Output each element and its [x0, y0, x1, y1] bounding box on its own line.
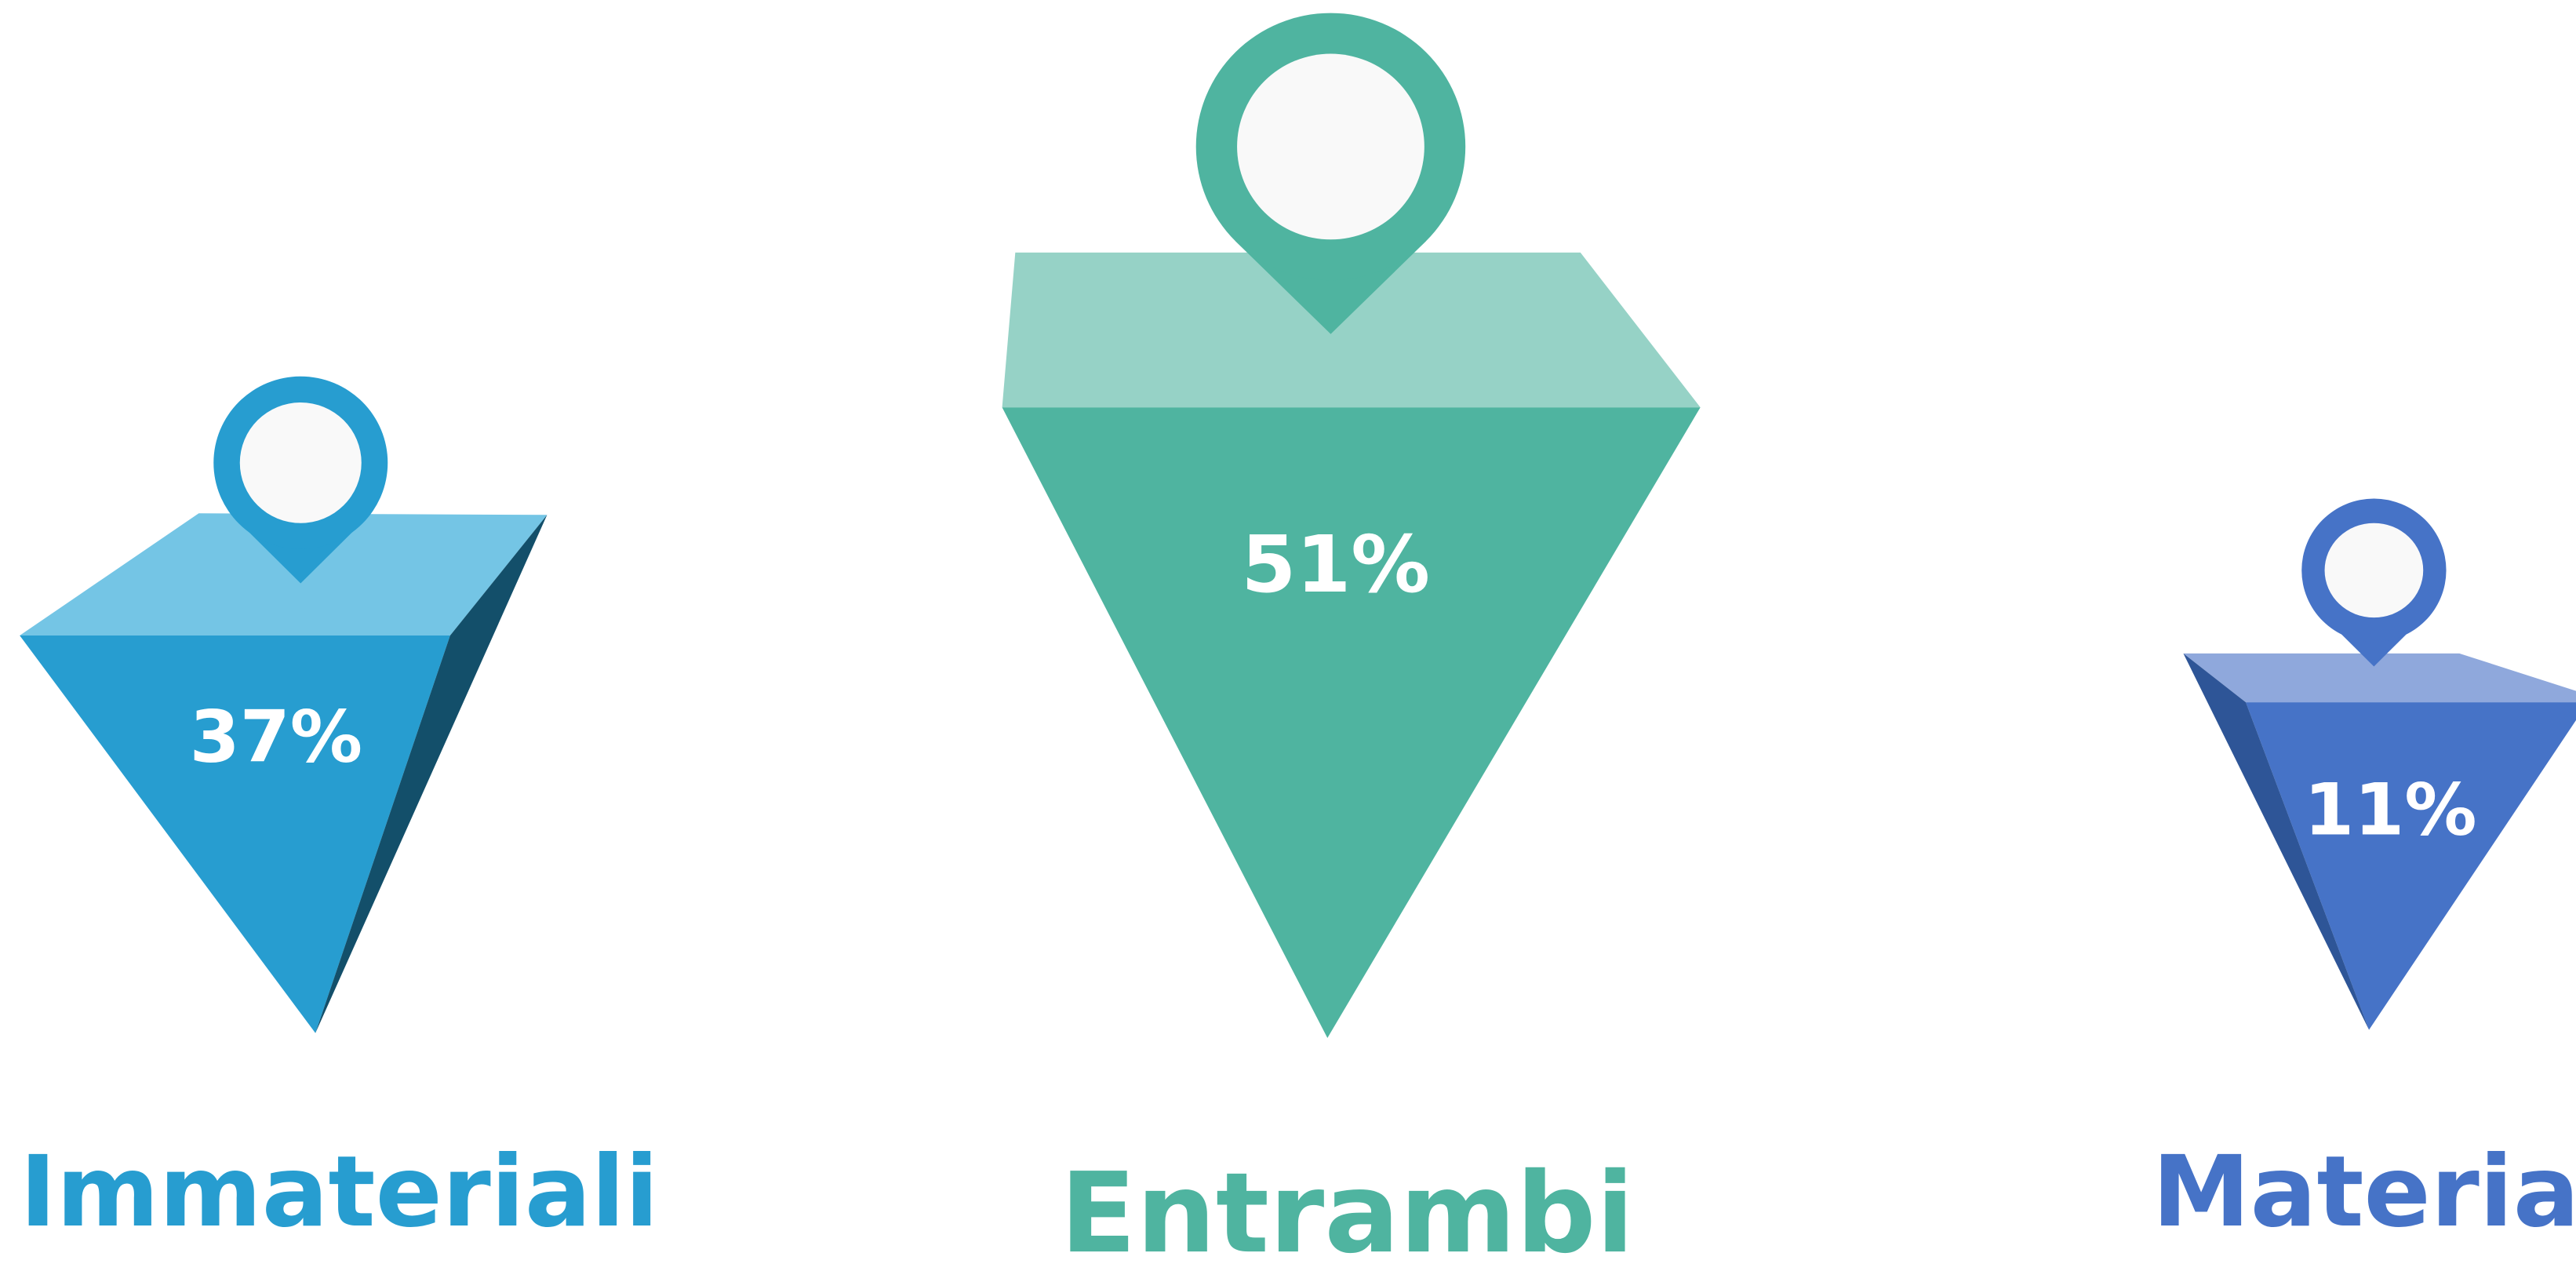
percent: 37% — [190, 695, 363, 779]
label: Immateriali — [20, 1134, 659, 1248]
front-face — [20, 636, 450, 1033]
pin-hole — [239, 402, 362, 523]
percent: 11% — [2304, 768, 2477, 852]
label: Entrambi — [1060, 1149, 1634, 1271]
front-face — [1002, 407, 1701, 1038]
front-face — [2246, 702, 2576, 1030]
pin-hole — [1237, 53, 1424, 240]
top-face — [1002, 252, 1701, 408]
percent: 51% — [1241, 519, 1430, 611]
pin-hole — [2324, 523, 2424, 618]
item-immateriali: 37% Immateriali — [20, 376, 659, 1249]
item-materiali: 11% Materiali — [2152, 498, 2576, 1249]
item-entrambi: 51% Entrambi — [1002, 13, 1701, 1271]
top-face — [20, 513, 548, 636]
side-face — [2183, 653, 2370, 1030]
top-face — [2183, 653, 2576, 703]
label: Materiali — [2152, 1134, 2576, 1248]
